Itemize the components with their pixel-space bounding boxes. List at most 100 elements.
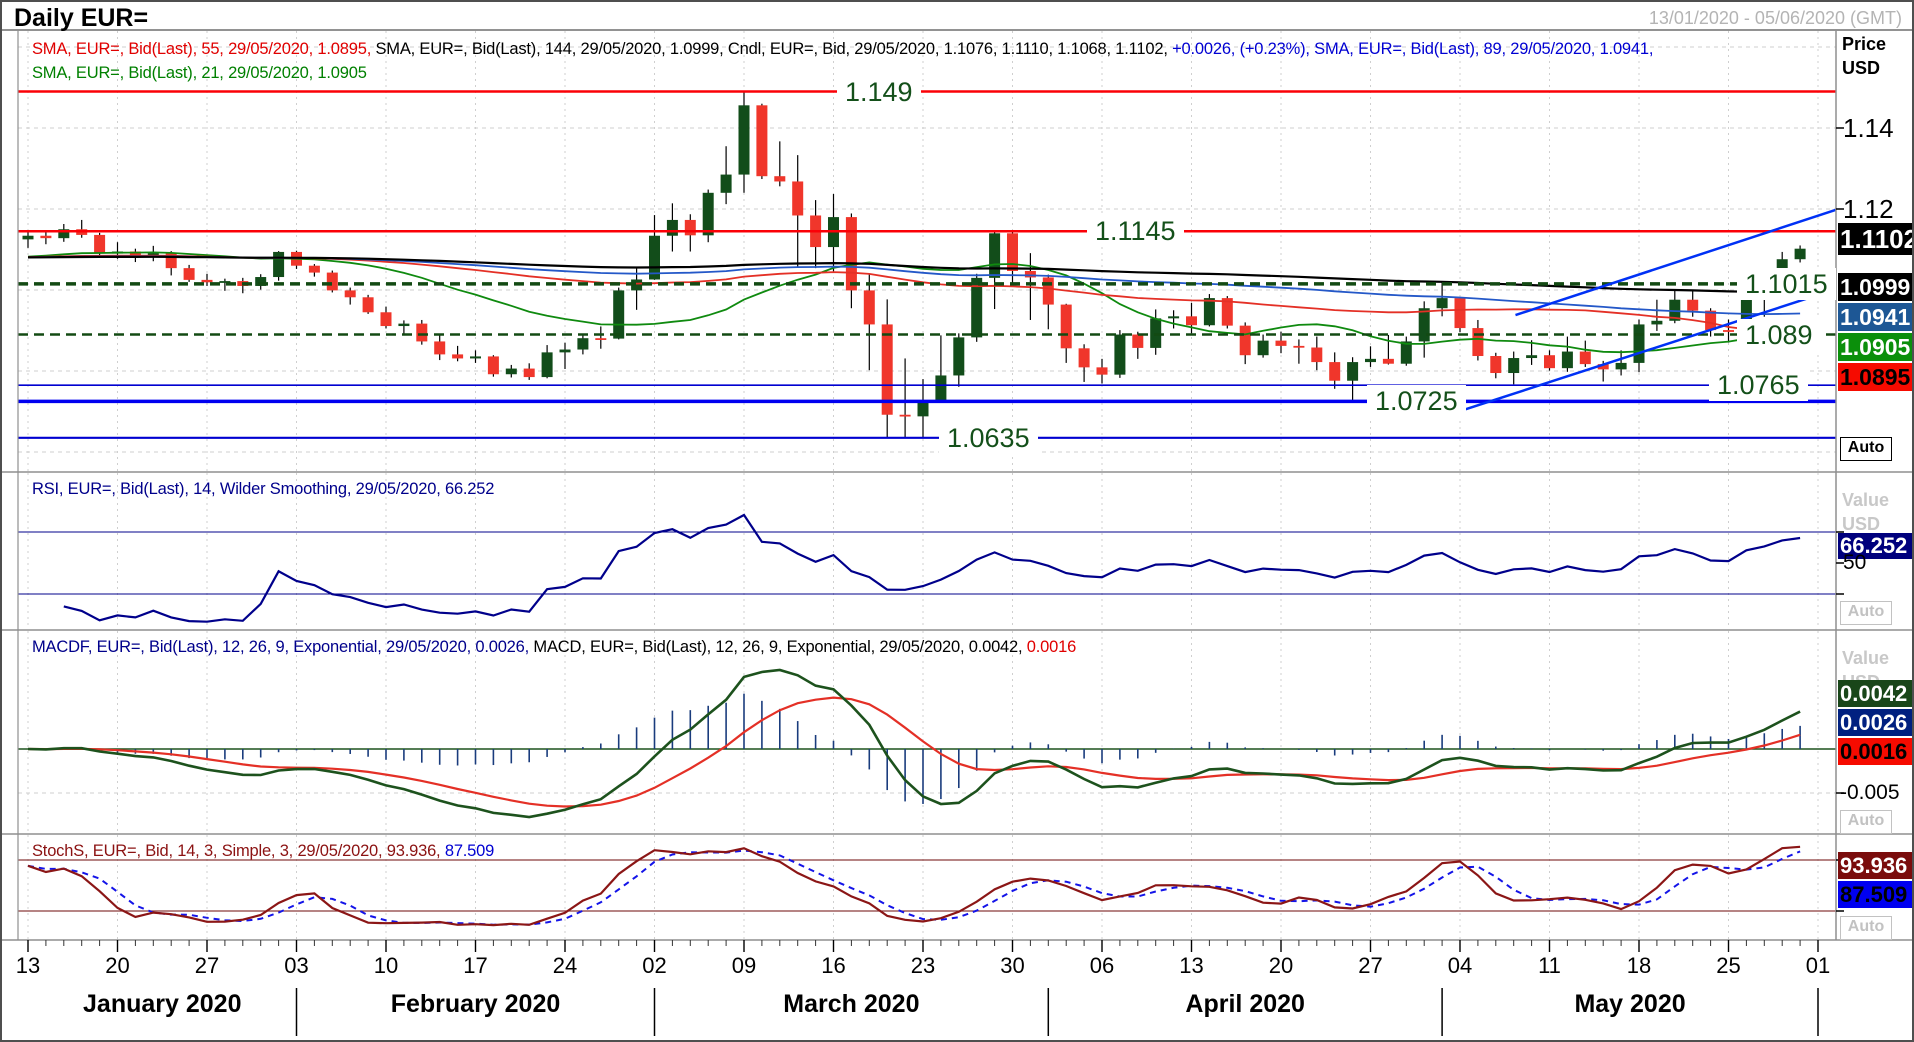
candle-body	[613, 290, 625, 339]
x-tick-label: 23	[910, 953, 936, 978]
candle-body	[1436, 298, 1448, 309]
candle-body	[505, 368, 517, 375]
level-label-1.149: 1.149	[837, 75, 921, 108]
candle-body	[559, 349, 571, 353]
candle-body	[147, 253, 159, 256]
stoch-legend-d: 87.509	[440, 842, 495, 860]
x-tick-label: 25	[1716, 953, 1741, 978]
stoch-legend: StochS, EUR=, Bid, 14, 3, Simple, 3, 29/…	[32, 842, 494, 861]
candle-body	[1186, 316, 1197, 326]
candle-body	[541, 352, 553, 378]
candle-body	[577, 338, 589, 350]
x-tick-label: 27	[1358, 953, 1383, 978]
macd-legend-signal: 0.0016	[1022, 638, 1077, 656]
candle-body	[1508, 358, 1520, 374]
stoch-k-line	[27, 845, 1801, 927]
candle-body	[863, 290, 875, 325]
candle-body	[917, 401, 929, 417]
candle-body	[326, 272, 338, 291]
x-tick-label: 06	[1089, 953, 1115, 978]
candle-body	[1239, 325, 1251, 356]
candle-body	[1096, 367, 1108, 375]
candle-body	[1723, 330, 1734, 332]
stoch-legend-k: StochS, EUR=, Bid, 14, 3, Simple, 3, 29/…	[32, 842, 441, 860]
candle-body	[738, 105, 750, 175]
level-label-1.1145: 1.1145	[1087, 215, 1184, 248]
price-box-1.1102: 1.1102	[1838, 223, 1914, 255]
candle-body	[1132, 334, 1144, 348]
price-tick-114: 1.14	[1843, 113, 1894, 143]
candle-body	[1275, 340, 1287, 346]
candle-body	[1329, 362, 1341, 381]
level-label-1.0635: 1.0635	[939, 421, 1038, 454]
candle-body	[1579, 351, 1591, 365]
month-label: May 2020	[1574, 990, 1686, 1018]
candle-body	[380, 312, 392, 327]
level-label-1.0765: 1.0765	[1709, 369, 1808, 402]
candle-body	[792, 181, 804, 216]
rsi-axis-auto-button[interactable]: Auto	[1840, 601, 1892, 625]
candle-body	[40, 235, 52, 239]
x-tick-label: 13	[1179, 953, 1204, 978]
level-label-1.0725: 1.0725	[1367, 385, 1466, 418]
candle-body	[1311, 347, 1323, 363]
candle-body	[1454, 298, 1466, 329]
candle-body	[1651, 320, 1663, 325]
macd-axis-auto-button[interactable]: Auto	[1840, 810, 1892, 834]
stoch-axis-auto-button[interactable]: Auto	[1840, 916, 1892, 940]
candle-body	[1615, 362, 1627, 370]
trend-line-1	[1459, 288, 1837, 413]
level-label-1.1015: 1.1015	[1737, 267, 1836, 300]
candle-body	[470, 356, 481, 359]
price-box-1.0895: 1.0895	[1838, 363, 1912, 391]
rsi-legend: RSI, EUR=, Bid(Last), 14, Wilder Smoothi…	[32, 480, 495, 498]
main-legend-row2: SMA, EUR=, Bid(Last), 21, 29/05/2020, 1.…	[32, 64, 367, 83]
macd-line	[27, 668, 1801, 819]
candle-body	[1794, 248, 1806, 260]
month-label: April 2020	[1185, 990, 1305, 1018]
candle-body	[487, 356, 499, 375]
rsi-tick-50: 50	[1843, 551, 1867, 574]
candle-body	[183, 268, 195, 280]
stoch-panel	[18, 845, 1836, 927]
month-label: March 2020	[783, 990, 920, 1018]
rsi-panel	[18, 513, 1836, 623]
candle-body	[702, 192, 714, 236]
candle-body	[1418, 308, 1430, 342]
macd-legend-fast: MACDF, EUR=, Bid(Last), 12, 26, 9, Expon…	[32, 638, 530, 656]
candle-body	[129, 251, 141, 256]
candle-body	[1347, 362, 1359, 381]
x-tick-label: 18	[1626, 953, 1652, 978]
candle-body	[1382, 358, 1394, 364]
candle-body	[631, 279, 643, 291]
candle-body	[1203, 298, 1215, 326]
price-box-1.0905: 1.0905	[1838, 333, 1912, 361]
candle-body	[22, 235, 34, 240]
candle-body	[1257, 340, 1269, 356]
price-box-1.0941: 1.0941	[1838, 303, 1912, 331]
price-axis-auto-button[interactable]: Auto	[1840, 437, 1892, 461]
candle-body	[1060, 304, 1072, 349]
stoch-d-line	[27, 849, 1801, 926]
sma-144-line	[27, 255, 1801, 294]
trend-line-2	[1515, 208, 1837, 317]
x-tick-label: 24	[552, 953, 578, 978]
candle-body	[1221, 298, 1233, 326]
candle-body	[1472, 328, 1484, 357]
month-label: January 2020	[83, 990, 242, 1018]
candle-body	[595, 338, 607, 340]
candle-body	[362, 297, 374, 313]
stoch-box-93.936: 93.936	[1838, 852, 1912, 879]
macd-box-0.0026: 0.0026	[1838, 709, 1912, 736]
price-axis-header: Price USD	[1842, 34, 1887, 78]
x-tick-label: 11	[1538, 953, 1561, 978]
candle-body	[1168, 316, 1180, 319]
candle-body	[58, 229, 70, 239]
candle-body	[1042, 277, 1054, 305]
x-tick-label: 13	[15, 953, 41, 978]
candle-body	[953, 337, 965, 376]
candle-body	[899, 414, 911, 417]
candle-body	[1597, 364, 1609, 370]
price-tick-112: 1.12	[1843, 194, 1894, 224]
